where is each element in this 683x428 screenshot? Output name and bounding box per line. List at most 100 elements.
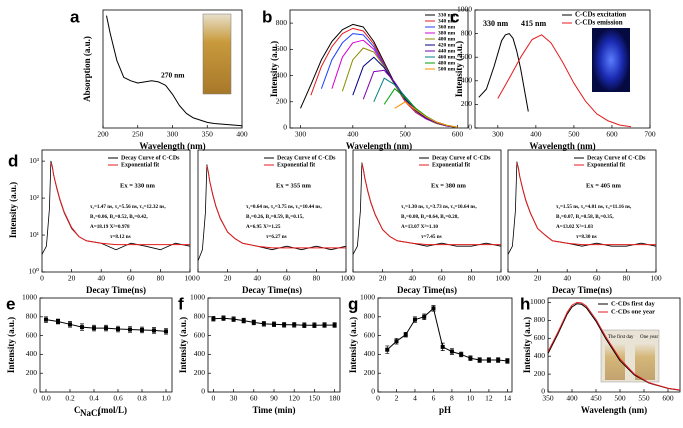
y-tick-label: 200 (461, 99, 473, 108)
legend-label: Exponential fit (121, 162, 159, 168)
marker (261, 321, 266, 326)
marker (468, 356, 473, 361)
y-tick-label: 10³ (29, 156, 40, 165)
legend-label: C-CDs one year (611, 308, 655, 315)
x-tick-label: 100 (495, 274, 507, 283)
series-line (373, 77, 458, 128)
x-tick-label: 0 (506, 274, 510, 283)
x-tick-label: 80 (313, 274, 321, 283)
y-tick-label: 0 (371, 387, 375, 396)
x-tick-label: 60 (127, 274, 135, 283)
y-axis-label: Intensity (a.u.) (454, 41, 464, 97)
y-axis-label: Absorption (a.u.) (82, 36, 92, 102)
x-tick-label: 60 (438, 274, 446, 283)
y-tick-label: 200 (534, 369, 546, 378)
x-tick-label: 20 (224, 274, 232, 283)
y-tick-label: 400 (194, 349, 206, 358)
legend-label: Exponential fit (432, 162, 470, 168)
marker (44, 317, 48, 322)
x-tick-label: 20 (534, 274, 542, 283)
series-line (394, 101, 458, 128)
y-tick-label: 0 (468, 123, 472, 132)
plot-frame (547, 297, 681, 393)
x-tick-label: 80 (623, 274, 631, 283)
x-tick-label: 20 (68, 274, 76, 283)
legend-label: 500 nm (438, 66, 456, 72)
x-tick-label: 20 (379, 274, 387, 283)
marker (272, 322, 276, 327)
legend-label: Decay Curve of C-CDs (432, 155, 491, 161)
y-tick-label: 600 (364, 330, 376, 339)
marker (486, 358, 491, 363)
x-tick-label: 100 (340, 274, 352, 283)
y-axis-label: Intensity (a.u.) (8, 182, 18, 238)
x-tick-label: 90 (270, 394, 278, 403)
annotation: τ=7.45 ns (421, 234, 442, 240)
x-tick-label: 0.2 (65, 394, 75, 403)
legend-label: C-CDs excitation (575, 11, 626, 19)
x-tick-label: 400 (566, 394, 578, 403)
panel-letter: d (8, 151, 18, 170)
legend-label: 400 nm (438, 36, 456, 42)
y-tick-label: 600 (534, 333, 546, 342)
x-tick-label: 450 (590, 394, 602, 403)
marker (128, 327, 132, 332)
y-tick-label: 800 (26, 312, 38, 321)
inset-vial (635, 344, 655, 380)
annotation: A=13.07 X²=1.10 (401, 224, 438, 230)
annotation: Ex = 380 nm (431, 182, 467, 189)
plot-frame (474, 9, 651, 129)
marker (431, 306, 436, 311)
marker (282, 322, 287, 327)
series-line (361, 163, 501, 246)
x-tick-label: 2 (395, 394, 399, 403)
marker (440, 344, 445, 349)
marker (92, 326, 96, 331)
x-tick-label: 600 (662, 394, 674, 403)
series-line (547, 302, 681, 391)
panel-letter: e (6, 294, 15, 313)
series-line (106, 15, 243, 127)
x-tick-label: 350 (542, 394, 554, 403)
x-axis-label: Wavelength (nm) (529, 141, 595, 151)
x-tick-label: 6 (432, 394, 436, 403)
inset-label: The first day (608, 335, 634, 340)
legend-label: Decay Curve of C-CDs (121, 155, 180, 161)
x-tick-label: 14 (504, 394, 512, 403)
series-line (50, 162, 190, 246)
x-axis-label-unit: (mol/L) (98, 405, 127, 415)
annotation: τ=8.12 ns (110, 234, 131, 240)
plot-frame (197, 149, 347, 273)
y-tick-label: 800 (534, 315, 546, 324)
x-tick-label: 80 (468, 274, 476, 283)
x-tick-label: 0 (351, 274, 355, 283)
marker (251, 320, 256, 325)
y-tick-label: 0 (283, 123, 287, 132)
x-tick-label: 200 (97, 130, 109, 139)
annotation: B₁=0.07, B₂=0.58, B₃=0.35, (556, 214, 614, 220)
series-line (300, 23, 458, 128)
y-tick-label: 1000 (530, 297, 545, 306)
x-tick-label: 0 (212, 394, 216, 403)
plot-frame (41, 149, 191, 273)
x-tick-label: 300 (167, 130, 179, 139)
marker (412, 317, 417, 322)
x-tick-label: 1.0 (161, 394, 171, 403)
marker (80, 325, 84, 330)
y-axis-label: Intensity (a.u.) (348, 317, 358, 373)
x-tick-label: 500 (400, 130, 412, 139)
plot-frame (39, 297, 173, 393)
x-tick-label: 600 (452, 130, 464, 139)
inset-vial (605, 344, 625, 380)
y-tick-label: 800 (364, 312, 376, 321)
x-tick-label: 500 (568, 130, 580, 139)
inset-photo (592, 28, 630, 92)
x-tick-label: 4 (413, 394, 417, 403)
marker (312, 323, 317, 328)
x-tick-label: 700 (644, 130, 656, 139)
annotation: 415 nm (521, 19, 546, 28)
x-tick-label: 0.6 (113, 394, 123, 403)
x-axis-label: Wavelength (nm) (139, 141, 205, 151)
panel-letter: f (178, 294, 184, 313)
